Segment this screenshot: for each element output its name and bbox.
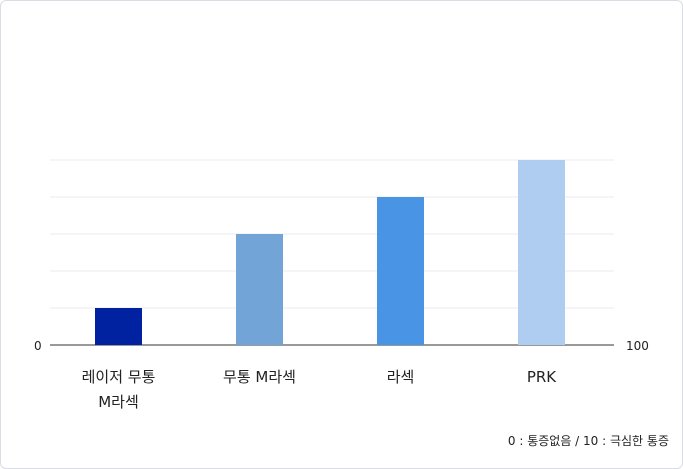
category-label-line: M라섹 [98,393,139,411]
bar [518,160,565,345]
bar [377,197,424,345]
category-label: 레이저 무통 M라섹 [82,368,156,411]
category-label: PRK [527,368,557,386]
right-axis-label: 100 [626,339,649,353]
category-label-line: 레이저 무통 [82,368,156,386]
category-label: 라섹 [387,368,415,386]
category-label-line: PRK [527,368,557,386]
bars [95,160,565,345]
category-labels: 레이저 무통 M라섹 무통 M라섹 라섹 PRK [82,368,558,411]
bar [236,234,283,345]
left-axis-label: 0 [34,339,42,353]
category-label-line: 라섹 [387,368,415,386]
pain-scale-note: 0 : 통증없음 / 10 : 극심한 통증 [507,434,669,448]
category-label: 무통 M라섹 [223,368,296,386]
bar [95,308,142,345]
category-label-line: 무통 M라섹 [223,368,296,386]
